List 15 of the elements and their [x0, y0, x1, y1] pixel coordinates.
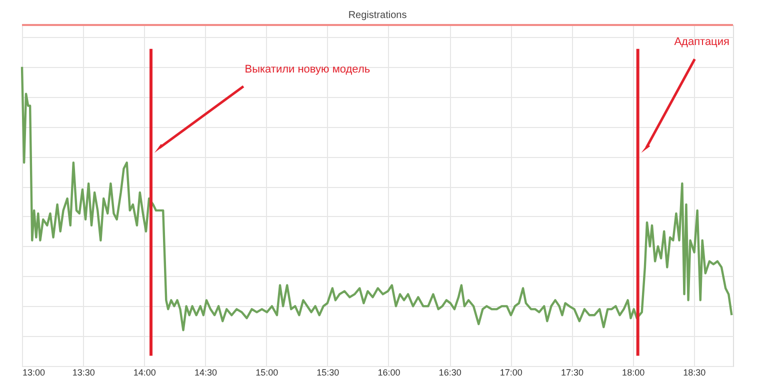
- x-tick-label: 15:30: [316, 368, 340, 378]
- x-tick-label: 16:00: [378, 368, 400, 378]
- ref-line-label: Адаптация: [674, 36, 730, 48]
- x-tick-label: 14:00: [133, 368, 156, 378]
- x-tick-label: 17:30: [560, 368, 584, 378]
- x-tick-label: 14:30: [194, 368, 218, 378]
- x-tick-label: 16:30: [438, 368, 462, 378]
- x-tick-label: 13:00: [22, 368, 46, 378]
- x-tick-label: 18:30: [683, 368, 706, 378]
- x-tick-label: 13:30: [72, 368, 95, 378]
- x-tick-label: 18:00: [622, 368, 645, 378]
- chart-title: Registrations: [348, 10, 407, 21]
- ref-line-label: Выкатили новую модель: [244, 63, 370, 76]
- x-tick-label: 15:00: [256, 368, 278, 378]
- x-tick-label: 17:00: [500, 368, 522, 378]
